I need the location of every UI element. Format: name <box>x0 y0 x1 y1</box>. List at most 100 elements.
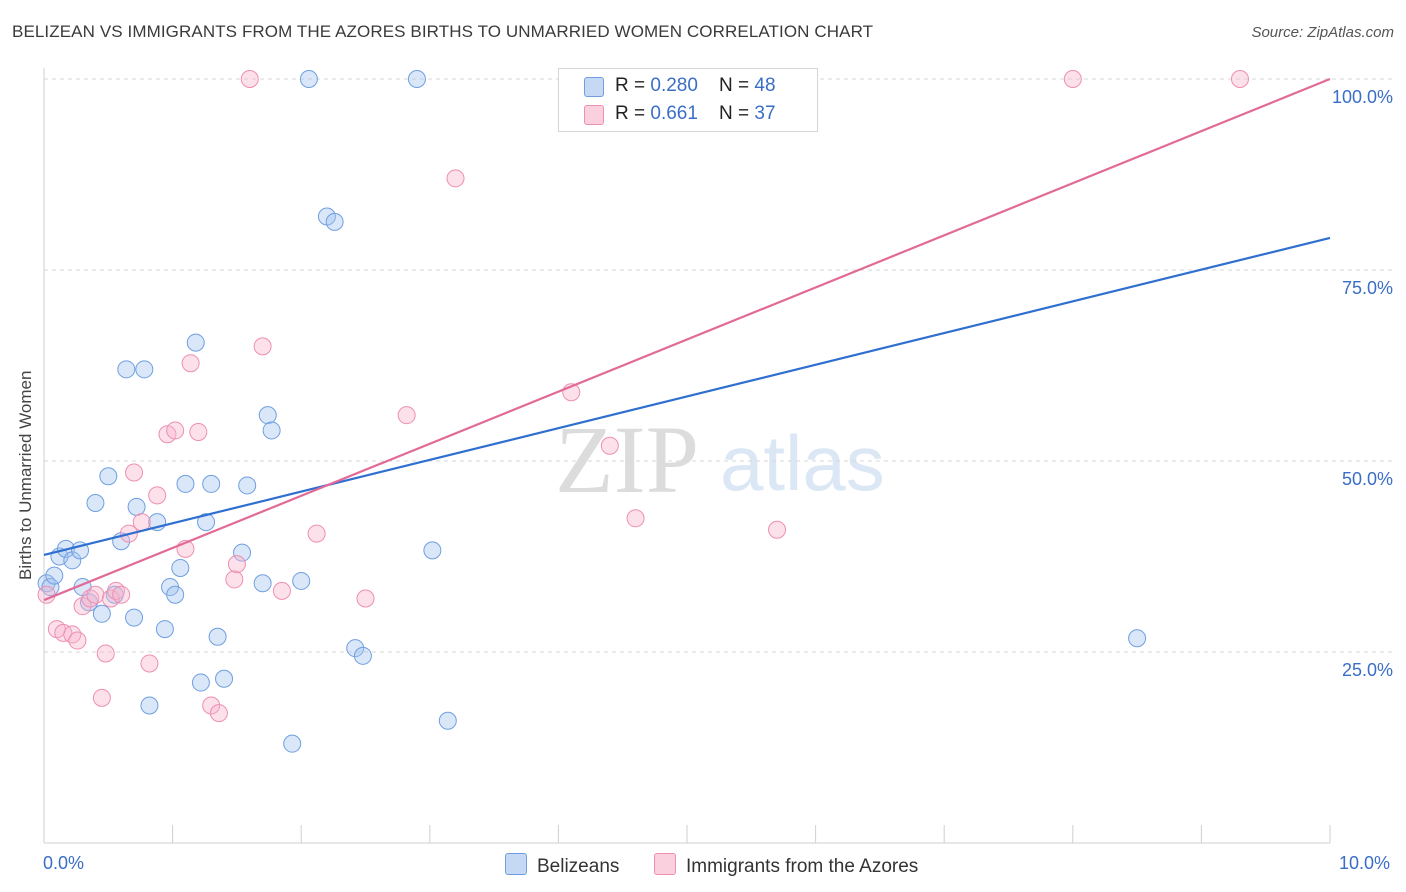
grid <box>44 78 1392 653</box>
legend-label: Belizeans <box>537 856 620 877</box>
point-belizeans <box>166 585 185 604</box>
y-tick-label: 75.0% <box>1342 278 1393 298</box>
point-azores <box>1230 70 1249 88</box>
point-azores <box>307 524 326 543</box>
point-azores <box>253 337 272 356</box>
point-azores <box>272 581 291 600</box>
point-belizeans <box>155 620 174 639</box>
watermark-zip: ZIP <box>555 406 699 513</box>
legend-label: Immigrants from the Azores <box>686 856 919 877</box>
point-azores <box>225 570 244 589</box>
point-belizeans <box>191 673 210 692</box>
point-azores <box>227 555 246 574</box>
point-belizeans <box>262 421 281 440</box>
trend-line-azores <box>43 77 1331 602</box>
point-belizeans <box>283 734 302 753</box>
series-legend: Belizeans Immigrants from the Azores <box>0 853 1406 879</box>
point-azores <box>96 644 115 663</box>
point-azores <box>112 585 131 604</box>
point-belizeans <box>202 474 221 493</box>
point-azores <box>73 597 92 616</box>
point-azores <box>446 169 465 188</box>
point-azores <box>125 463 144 482</box>
point-belizeans <box>208 627 227 646</box>
point-belizeans <box>125 608 144 627</box>
source-label: Source: ZipAtlas.com <box>1251 24 1394 41</box>
legend-r-value: 0.661 <box>650 103 698 124</box>
axes <box>43 68 1331 844</box>
legend-r-value: 0.280 <box>650 75 698 96</box>
legend-r-label: R = <box>615 75 651 96</box>
point-azores <box>600 436 619 455</box>
point-belizeans <box>423 541 442 560</box>
point-belizeans <box>135 360 154 379</box>
point-belizeans <box>407 70 426 88</box>
legend-n-label: N = <box>719 103 755 124</box>
data-points <box>37 70 1249 753</box>
point-azores <box>356 589 375 608</box>
legend-n-label: N = <box>719 75 755 96</box>
watermark: ZIP atlas <box>555 406 885 513</box>
chart-title: BELIZEAN VS IMMIGRANTS FROM THE AZORES B… <box>12 22 874 41</box>
point-belizeans <box>299 70 318 88</box>
watermark-atlas: atlas <box>720 419 885 507</box>
point-azores <box>63 625 82 644</box>
legend-swatch-blue <box>505 853 527 875</box>
point-belizeans <box>92 604 111 623</box>
legend-n-value: 37 <box>754 103 776 124</box>
stats-legend: R = 0.280 N = 48 R = 0.661 N = 37 <box>558 68 818 132</box>
point-belizeans <box>171 558 190 577</box>
point-azores <box>768 520 787 539</box>
point-belizeans <box>233 543 252 562</box>
point-belizeans <box>292 571 311 590</box>
point-belizeans <box>197 513 216 532</box>
point-azores <box>140 654 159 673</box>
legend-n-value: 48 <box>754 75 776 96</box>
point-azores <box>1063 70 1082 88</box>
legend-swatch-pink <box>654 853 676 875</box>
point-belizeans <box>346 639 365 658</box>
point-belizeans <box>63 551 82 570</box>
legend-swatch-blue <box>584 77 604 97</box>
point-azores <box>54 623 73 642</box>
point-belizeans <box>140 696 159 715</box>
y-tick-label: 50.0% <box>1342 469 1393 489</box>
trend-lines <box>43 77 1331 602</box>
point-belizeans <box>99 467 118 486</box>
point-belizeans <box>215 669 234 688</box>
point-azores <box>92 688 111 707</box>
legend-r-label: R = <box>615 103 651 124</box>
point-azores <box>189 422 208 441</box>
point-azores <box>626 509 645 528</box>
point-belizeans <box>45 566 64 585</box>
trend-line-belizeans <box>43 236 1331 557</box>
legend-item-azores: Immigrants from the Azores <box>654 853 918 878</box>
point-belizeans <box>1128 629 1147 648</box>
point-azores <box>68 631 87 650</box>
legend-swatch-pink <box>584 105 604 125</box>
point-belizeans <box>186 333 205 352</box>
point-azores <box>397 406 416 425</box>
point-belizeans <box>176 474 195 493</box>
y-tick-label: 100.0% <box>1332 87 1393 107</box>
point-belizeans <box>86 494 105 513</box>
x-tick-label-max: 10.0% <box>1339 853 1391 873</box>
point-belizeans <box>258 406 277 425</box>
point-belizeans <box>117 360 136 379</box>
point-belizeans <box>127 497 146 516</box>
point-belizeans <box>253 574 272 593</box>
point-azores <box>86 585 105 604</box>
point-azores <box>148 486 167 505</box>
y-tick-labels: 25.0% 50.0% 75.0% 100.0% <box>1332 87 1393 680</box>
point-belizeans <box>238 476 257 495</box>
legend-item-belizeans: Belizeans <box>505 853 619 878</box>
point-azores <box>202 696 221 715</box>
point-belizeans <box>438 711 457 730</box>
point-belizeans <box>325 212 344 231</box>
point-azores <box>37 585 56 604</box>
point-belizeans <box>353 646 372 665</box>
point-azores <box>181 354 200 373</box>
point-azores <box>209 704 228 723</box>
x-tick-label-min: 0.0% <box>43 853 85 873</box>
